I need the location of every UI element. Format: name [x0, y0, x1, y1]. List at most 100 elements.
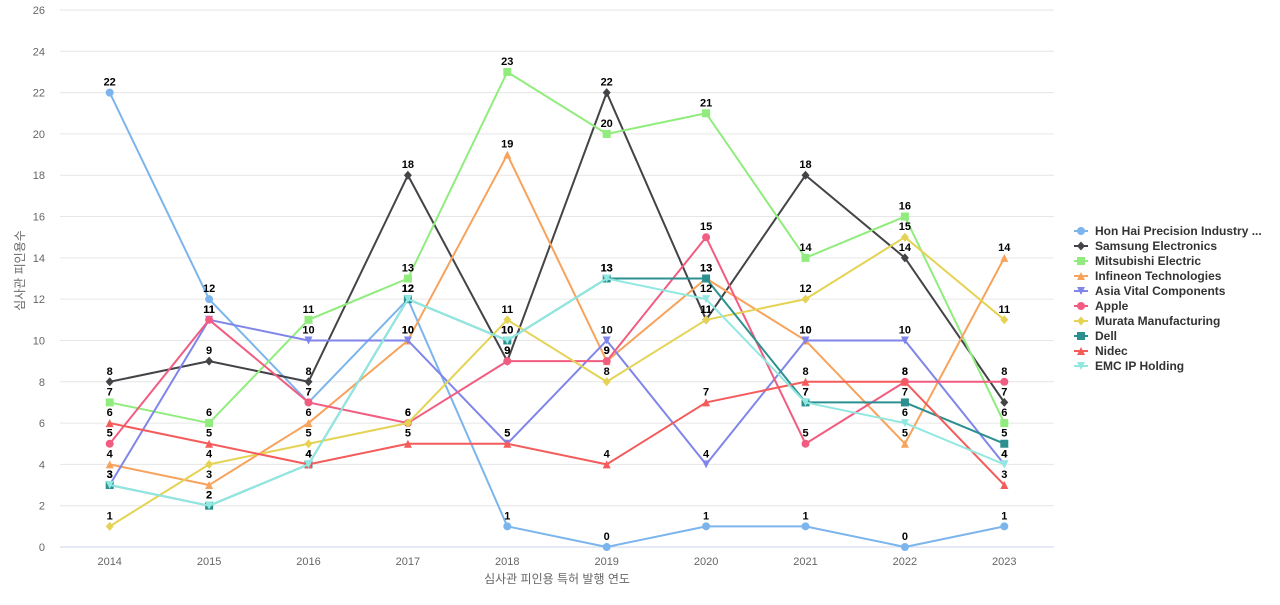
data-point[interactable]: [900, 336, 909, 345]
data-point[interactable]: [1000, 377, 1009, 386]
data-point[interactable]: [205, 295, 214, 304]
data-point[interactable]: [304, 336, 313, 345]
data-point[interactable]: [801, 294, 810, 304]
data-point[interactable]: [105, 398, 114, 407]
data-point[interactable]: [602, 274, 611, 283]
data-label: 7: [107, 386, 113, 398]
data-point[interactable]: [702, 109, 711, 118]
series-line[interactable]: [109, 277, 1005, 507]
legend-item[interactable]: Hon Hai Precision Industry ...: [1074, 224, 1262, 238]
data-point[interactable]: [1000, 481, 1009, 490]
data-point[interactable]: [900, 398, 909, 407]
legend-item[interactable]: Apple: [1074, 299, 1129, 313]
data-point[interactable]: [702, 522, 711, 531]
data-point[interactable]: [900, 232, 909, 242]
data-point[interactable]: [1000, 397, 1009, 407]
legend-label: Asia Vital Components: [1095, 284, 1226, 298]
data-point[interactable]: [900, 212, 909, 221]
data-point[interactable]: [304, 419, 313, 428]
data-point[interactable]: [801, 336, 810, 345]
series-line[interactable]: [109, 70, 1006, 425]
data-point[interactable]: [900, 543, 909, 551]
data-point[interactable]: [105, 521, 114, 531]
data-point[interactable]: [702, 274, 711, 283]
data-point[interactable]: [105, 419, 114, 428]
data-point[interactable]: [900, 253, 909, 263]
data-point[interactable]: [702, 398, 711, 407]
data-label: 8: [305, 366, 311, 378]
data-point[interactable]: [105, 439, 114, 448]
data-point[interactable]: [801, 170, 810, 180]
data-point[interactable]: [702, 233, 711, 242]
data-point[interactable]: [304, 377, 313, 387]
data-point[interactable]: [900, 419, 909, 428]
data-point[interactable]: [602, 357, 611, 366]
data-point[interactable]: [205, 315, 214, 324]
data-point[interactable]: [205, 501, 214, 510]
data-point[interactable]: [900, 439, 909, 448]
data-point[interactable]: [801, 253, 810, 262]
data-point[interactable]: [503, 150, 512, 159]
data-point[interactable]: [602, 88, 611, 98]
series-line[interactable]: [109, 91, 1006, 403]
data-point[interactable]: [801, 439, 810, 448]
data-point[interactable]: [1000, 253, 1009, 262]
data-point[interactable]: [403, 336, 412, 345]
data-point[interactable]: [1000, 315, 1009, 325]
data-point[interactable]: [105, 377, 114, 387]
y-tick-label: 22: [33, 88, 45, 100]
data-point[interactable]: [105, 481, 114, 490]
legend-item[interactable]: Murata Manufacturing: [1074, 314, 1220, 328]
data-point[interactable]: [801, 398, 810, 407]
data-point[interactable]: [105, 460, 114, 469]
data-point[interactable]: [205, 356, 214, 366]
data-point[interactable]: [304, 460, 313, 469]
data-point[interactable]: [503, 522, 512, 531]
data-point[interactable]: [801, 377, 810, 386]
data-point[interactable]: [205, 419, 214, 428]
data-point[interactable]: [503, 67, 512, 76]
data-point[interactable]: [602, 460, 611, 469]
data-point[interactable]: [205, 459, 214, 469]
data-point[interactable]: [403, 170, 412, 180]
data-point[interactable]: [1000, 522, 1009, 531]
series-line[interactable]: [108, 92, 1005, 548]
data-point[interactable]: [403, 274, 412, 283]
series-line[interactable]: [109, 153, 1006, 487]
data-point[interactable]: [304, 439, 313, 449]
data-point[interactable]: [304, 315, 313, 324]
data-point[interactable]: [503, 336, 512, 345]
data-point[interactable]: [503, 315, 512, 325]
data-point[interactable]: [602, 129, 611, 138]
data-point[interactable]: [900, 377, 909, 386]
data-point[interactable]: [403, 439, 412, 448]
legend-item[interactable]: EMC IP Holding: [1074, 359, 1184, 373]
data-point[interactable]: [702, 295, 711, 304]
legend-item[interactable]: Samsung Electronics: [1074, 239, 1217, 253]
legend-item[interactable]: Asia Vital Components: [1074, 284, 1226, 298]
series-line[interactable]: [109, 380, 1006, 486]
data-point[interactable]: [503, 439, 512, 448]
data-point[interactable]: [304, 398, 313, 407]
data-point[interactable]: [602, 543, 611, 551]
y-tick-label: 0: [39, 542, 45, 554]
data-point[interactable]: [105, 88, 114, 97]
legend-item[interactable]: Infineon Technologies: [1074, 269, 1222, 283]
data-point[interactable]: [702, 460, 711, 469]
data-point[interactable]: [801, 522, 810, 531]
data-point[interactable]: [702, 315, 711, 325]
data-point[interactable]: [403, 418, 412, 428]
data-point[interactable]: [602, 377, 611, 387]
data-point[interactable]: [602, 336, 611, 345]
data-point[interactable]: [1000, 460, 1009, 469]
legend-item[interactable]: Dell: [1074, 329, 1117, 343]
data-point[interactable]: [205, 481, 214, 490]
data-point[interactable]: [403, 295, 412, 304]
data-point[interactable]: [503, 357, 512, 366]
data-point[interactable]: [1000, 439, 1009, 448]
data-point[interactable]: [1000, 419, 1009, 428]
legend-item[interactable]: Mitsubishi Electric: [1074, 254, 1201, 268]
legend-item[interactable]: Nidec: [1074, 344, 1128, 358]
data-point[interactable]: [205, 439, 214, 448]
series-line[interactable]: [108, 318, 1006, 486]
